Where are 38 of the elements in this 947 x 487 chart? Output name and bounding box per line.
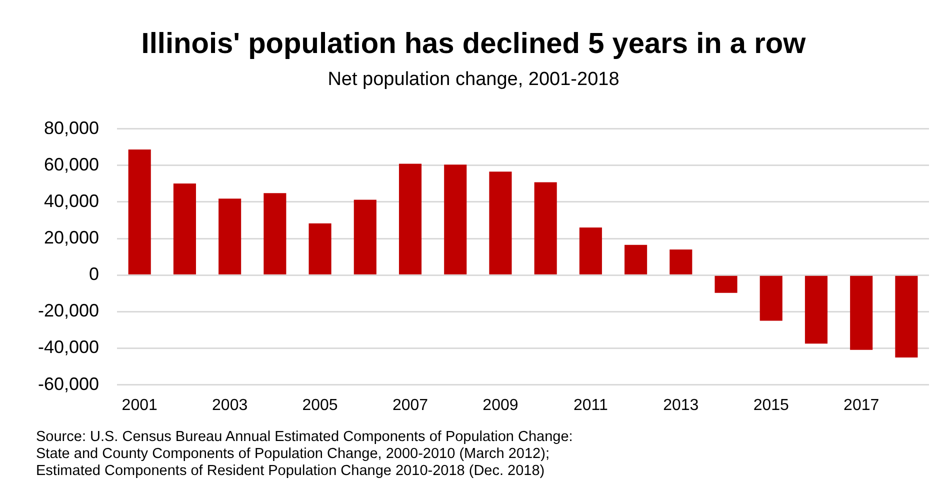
bar [624,244,648,274]
y-tick-label: 60,000 [44,154,100,174]
bar [444,164,467,274]
x-tick-label: 2013 [663,396,699,414]
y-tick-label: 40,000 [44,190,100,211]
bar [264,193,286,274]
bar [398,164,422,274]
bar [670,249,692,274]
bar [489,172,512,274]
bar [173,183,196,274]
y-tick-label: -60,000 [38,374,100,394]
x-tick-label: 2001 [122,396,158,414]
chart-title: Illinois' population has declined 5 years in a row [140,28,807,61]
bar [218,198,242,274]
x-tick-label: 2015 [753,396,790,414]
x-tick-label: 2003 [212,396,248,414]
bar [760,276,782,321]
bar [354,200,376,274]
chart-subtitle: Net population change, 2001-2018 [326,69,620,91]
x-tick-label: 2017 [844,396,880,414]
x-tick-label: 2005 [302,396,338,414]
source-note: Source: U.S. Census Bureau Annual Estimated Components of Population Change: State and County Components of Population Change, 2000-2010 (March 2012); Estimated Components of Resident Population Change 2010-2018 (Dec. 2018) [36,429,573,480]
bar [850,276,873,350]
x-tick-label: 2007 [392,396,428,414]
bar [128,149,151,274]
bar [579,228,602,274]
bar [308,223,332,274]
bar [714,276,738,293]
bar [534,182,557,274]
y-tick-label: 20,000 [44,227,100,248]
bar [895,276,918,358]
y-tick-label: 80,000 [44,118,100,138]
x-tick-label: 2009 [482,396,518,414]
y-tick-label: 0 [89,264,100,284]
y-tick-label: -20,000 [38,300,100,321]
y-tick-label: -40,000 [38,337,100,358]
bar [804,276,828,344]
x-tick-label: 2011 [573,396,608,414]
